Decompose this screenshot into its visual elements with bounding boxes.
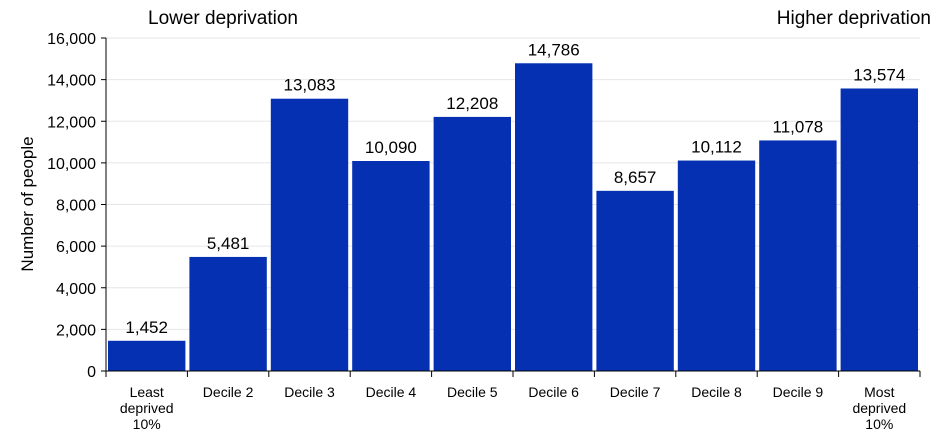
y-tick-label: 14,000 [47,73,96,90]
y-tick-label: 0 [87,364,96,381]
data-label: 1,452 [125,318,168,337]
x-tick-label: Decile 6 [528,384,579,400]
data-label: 12,208 [446,94,498,113]
y-tick-label: 2,000 [56,322,96,339]
data-label: 5,481 [207,234,250,253]
x-tick-label: Decile 5 [447,384,498,400]
y-tick-label: 4,000 [56,281,96,298]
x-tick-label: Decile 4 [366,384,417,400]
data-label: 13,083 [284,76,336,95]
x-tick-label: Decile 7 [610,384,661,400]
higher-deprivation-annotation: Higher deprivation [777,8,931,29]
bar [108,340,186,371]
data-label: 10,090 [365,138,417,157]
bar [840,88,918,372]
bar [515,63,593,372]
x-tick-label: Least [130,384,164,400]
data-label: 11,078 [773,117,824,136]
data-label: 14,786 [528,40,580,59]
bar [596,190,674,371]
y-tick-label: 12,000 [47,114,96,131]
y-tick-label: 16,000 [47,31,96,48]
y-tick-label: 8,000 [56,198,96,215]
x-tick-label: Decile 2 [203,384,254,400]
data-label: 8,657 [614,168,657,187]
x-tick-label: Decile 9 [773,384,824,400]
y-tick-label: 6,000 [56,239,96,256]
bar [677,160,756,371]
bar [352,161,430,371]
x-tick-label: Decile 3 [284,384,335,400]
x-tick-label: deprived [852,400,906,416]
y-axis-title: Number of people [18,136,37,271]
x-tick-label: Most [864,384,894,400]
bar [270,98,349,372]
bar [433,116,511,371]
bar [189,256,267,371]
axes [101,37,921,377]
x-tick-label: 10% [133,416,161,432]
x-tick-label: 10% [865,416,893,432]
labels: 0 2,000 4,000 6,000 8,000 10,000 12,000 14,000 1… [47,31,906,432]
bar [759,140,837,371]
bars [108,63,918,372]
data-label: 13,574 [853,65,905,84]
lower-deprivation-annotation: Lower deprivation [148,8,298,29]
x-tick-label: deprived [120,400,174,416]
y-tick-label: 10,000 [47,156,96,173]
x-tick-label: Decile 8 [691,384,742,400]
data-label: 10,112 [691,138,742,157]
